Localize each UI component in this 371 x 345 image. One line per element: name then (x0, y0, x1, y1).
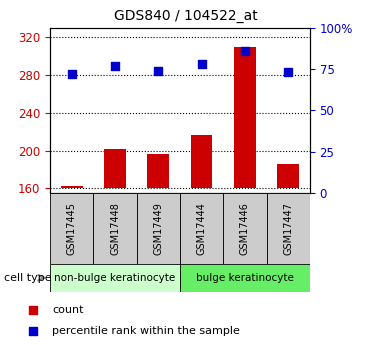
FancyBboxPatch shape (137, 193, 180, 264)
FancyBboxPatch shape (180, 193, 223, 264)
Point (69, 71, 75, 77)
FancyBboxPatch shape (223, 193, 266, 264)
FancyBboxPatch shape (50, 264, 180, 292)
Point (285, 70, 291, 75)
FancyBboxPatch shape (50, 193, 93, 264)
Bar (148, 155, 169, 188)
FancyBboxPatch shape (93, 193, 137, 264)
Point (155, 68, 161, 73)
Bar (278, 164, 299, 188)
Text: GSM17445: GSM17445 (67, 202, 77, 255)
Text: count: count (52, 305, 83, 315)
Bar (104, 149, 126, 188)
Bar (61, 186, 82, 188)
Point (30, 329, 36, 334)
Point (30, 307, 36, 313)
Bar (234, 47, 256, 188)
Point (242, 48, 248, 53)
Text: non-bulge keratinocyte: non-bulge keratinocyte (55, 273, 175, 283)
Point (198, 61, 204, 67)
Text: bulge keratinocyte: bulge keratinocyte (196, 273, 294, 283)
Text: GSM17448: GSM17448 (110, 202, 120, 255)
Text: GSM17446: GSM17446 (240, 202, 250, 255)
Point (112, 63, 118, 68)
Text: GDS840 / 104522_at: GDS840 / 104522_at (114, 9, 257, 23)
Text: GSM17449: GSM17449 (153, 202, 163, 255)
Text: percentile rank within the sample: percentile rank within the sample (52, 326, 240, 336)
FancyBboxPatch shape (180, 264, 310, 292)
Text: cell type: cell type (4, 273, 51, 283)
Text: GSM17444: GSM17444 (197, 202, 207, 255)
Bar (191, 135, 212, 188)
Text: GSM17447: GSM17447 (283, 202, 293, 255)
FancyBboxPatch shape (266, 193, 310, 264)
